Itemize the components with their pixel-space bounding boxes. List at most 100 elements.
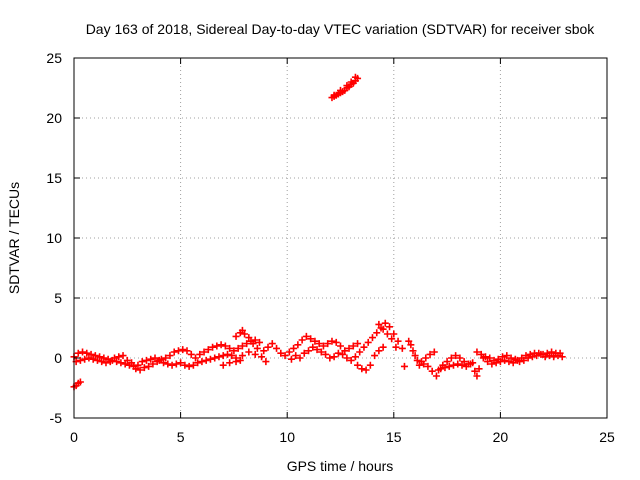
- data-point-marker: [194, 359, 202, 367]
- data-point-marker: [405, 337, 413, 345]
- data-point-marker: [473, 348, 481, 356]
- data-point-marker: [354, 340, 362, 348]
- data-point-marker: [556, 349, 564, 357]
- data-point-marker: [226, 344, 234, 352]
- data-point-marker: [447, 354, 455, 362]
- data-point-marker: [460, 358, 468, 366]
- data-point-marker: [217, 341, 225, 349]
- data-point-marker: [149, 360, 157, 368]
- data-point-marker: [93, 356, 101, 364]
- data-point-marker: [407, 341, 415, 349]
- data-point-marker: [558, 353, 566, 361]
- data-point-marker: [379, 325, 387, 333]
- data-point-marker: [79, 348, 87, 356]
- data-point-marker: [140, 364, 148, 372]
- data-point-marker: [277, 349, 285, 357]
- data-point-marker: [245, 348, 253, 356]
- x-tick-label: 0: [70, 429, 78, 445]
- data-point-marker: [202, 356, 210, 364]
- data-point-marker: [179, 346, 187, 354]
- data-point-marker: [375, 347, 383, 355]
- data-point-marker: [441, 364, 449, 372]
- data-point-marker: [119, 352, 127, 360]
- data-point-marker: [415, 361, 423, 369]
- data-point-marker: [260, 347, 268, 355]
- data-point-marker: [424, 362, 432, 370]
- data-point-marker: [400, 362, 408, 370]
- data-point-marker: [475, 365, 483, 373]
- data-point-marker: [224, 350, 232, 358]
- data-point-marker: [287, 355, 295, 363]
- data-point-marker: [221, 342, 229, 350]
- data-point-marker: [388, 335, 396, 343]
- data-point-marker: [111, 354, 119, 362]
- data-point-marker: [206, 355, 214, 363]
- data-point-marker: [386, 323, 394, 331]
- data-point-marker: [550, 353, 558, 361]
- data-point-marker: [123, 356, 131, 364]
- data-point-marker: [281, 352, 289, 360]
- data-point-marker: [452, 352, 460, 360]
- data-point-marker: [81, 355, 89, 363]
- data-point-marker: [379, 343, 387, 351]
- y-tick-label: 10: [46, 230, 62, 246]
- data-point-marker: [507, 354, 515, 362]
- data-point-marker: [337, 342, 344, 350]
- data-point-marker: [454, 360, 462, 368]
- axis-ticks: [73, 57, 608, 419]
- data-point-marker: [245, 334, 253, 342]
- data-point-marker: [300, 349, 308, 357]
- data-point-marker: [499, 353, 507, 361]
- data-point-marker: [298, 336, 306, 344]
- x-tick-label: 20: [493, 429, 509, 445]
- data-point-marker: [209, 343, 217, 351]
- data-point-marker: [513, 356, 521, 364]
- data-point-marker: [164, 360, 172, 368]
- data-point-marker: [174, 347, 182, 355]
- data-point-marker: [422, 354, 430, 362]
- data-point-marker: [428, 367, 436, 375]
- y-tick-label: -5: [50, 410, 63, 426]
- data-point-marker: [343, 354, 351, 362]
- data-point-marker: [486, 354, 494, 362]
- data-point-marker: [234, 344, 242, 352]
- y-tick-label: 25: [46, 50, 62, 66]
- data-point-marker: [545, 352, 553, 360]
- data-point-marker: [91, 352, 99, 360]
- data-point-marker: [347, 78, 355, 86]
- y-axis-label: SDTVAR / TECUs: [6, 182, 22, 294]
- data-point-marker: [192, 354, 200, 362]
- data-point-marker: [243, 340, 251, 348]
- data-point-marker: [526, 350, 534, 358]
- data-point-marker: [535, 349, 543, 357]
- data-point-marker: [226, 359, 234, 367]
- data-point-marker: [420, 360, 428, 368]
- data-point-marker: [488, 360, 496, 368]
- data-point-marker: [471, 367, 479, 375]
- data-point-marker: [496, 358, 504, 366]
- data-point-marker: [332, 338, 340, 346]
- data-point-marker: [290, 344, 298, 352]
- data-point-marker: [196, 350, 204, 358]
- data-point-marker: [136, 366, 144, 374]
- data-point-marker: [151, 354, 159, 362]
- data-point-marker: [392, 343, 400, 351]
- data-point-marker: [215, 353, 223, 361]
- data-point-marker: [177, 359, 185, 367]
- data-point-marker: [505, 358, 513, 366]
- x-tick-label: 10: [279, 429, 295, 445]
- data-point-marker: [172, 360, 180, 368]
- data-point-marker: [347, 356, 355, 364]
- data-point-marker: [236, 356, 244, 364]
- data-point-marker: [89, 355, 97, 363]
- data-point-marker: [155, 356, 163, 364]
- data-point-marker: [85, 354, 93, 362]
- data-point-marker: [445, 362, 453, 370]
- data-point-marker: [349, 342, 357, 350]
- data-point-marker: [76, 356, 84, 364]
- data-point-marker: [430, 348, 438, 356]
- data-point-marker: [360, 343, 368, 351]
- data-point-marker: [311, 337, 319, 345]
- data-point-marker: [305, 347, 313, 355]
- x-axis-label: GPS time / hours: [287, 458, 394, 474]
